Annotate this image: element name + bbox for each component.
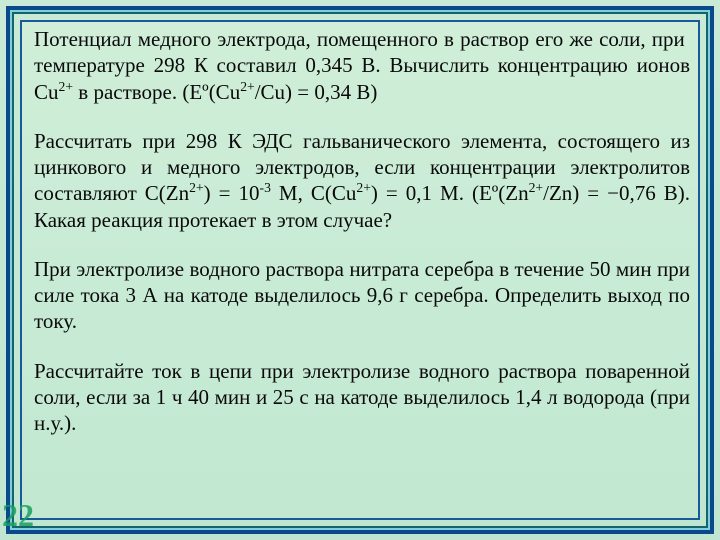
paragraph-3: При электролизе водного раствора нитрата… <box>34 256 690 335</box>
slide: Потенциал медного электрода, помещенного… <box>0 0 720 540</box>
page-number: 22 <box>2 497 34 534</box>
paragraph-2: Рассчитать при 298 К ЭДС гальванического… <box>34 128 690 233</box>
paragraph-1: Потенциал медного электрода, помещенного… <box>34 26 690 105</box>
paragraph-4: Рассчитайте ток в цепи при электролизе в… <box>34 358 690 437</box>
slide-text-content: Потенциал медного электрода, помещенного… <box>34 26 690 514</box>
